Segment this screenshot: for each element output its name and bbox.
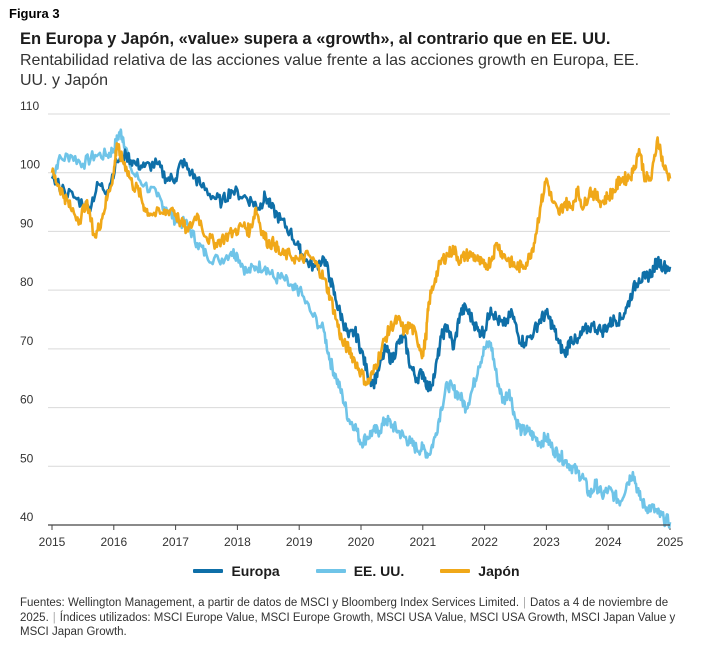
footer-date: Datos a 4 de noviembre de 2025. bbox=[20, 597, 669, 624]
legend-swatch-japon bbox=[440, 569, 471, 573]
chart-subtitle: Rentabilidad relativa de las acciones va… bbox=[20, 52, 640, 89]
x-tick-label: 2024 bbox=[595, 535, 622, 549]
series-line-europa bbox=[50, 148, 672, 393]
legend-label-eeuu: EE. UU. bbox=[353, 563, 405, 579]
y-tick-label: 80 bbox=[20, 275, 34, 289]
legend-label-europa: Europa bbox=[231, 563, 280, 579]
y-tick-label: 60 bbox=[20, 393, 34, 407]
legend-swatch-eeuu bbox=[315, 569, 346, 573]
gridlines bbox=[48, 113, 670, 467]
series-line-japn bbox=[50, 136, 672, 387]
legend: Europa EE. UU. Japón bbox=[0, 563, 713, 579]
x-tick-label: 2016 bbox=[100, 535, 127, 549]
legend-swatch-europa bbox=[193, 569, 224, 573]
y-tick-label: 100 bbox=[20, 158, 40, 172]
figure-label: Figura 3 bbox=[9, 6, 60, 21]
x-tick-label: 2021 bbox=[409, 535, 436, 549]
x-tick-label: 2018 bbox=[224, 535, 251, 549]
series-lines bbox=[50, 128, 672, 529]
x-tick-label: 2025 bbox=[657, 535, 684, 549]
y-tick-label: 90 bbox=[20, 216, 34, 230]
legend-item-europa: Europa bbox=[193, 563, 280, 579]
chart-title: En Europa y Japón, «value» supera a «gro… bbox=[20, 30, 611, 48]
y-tick-label: 70 bbox=[20, 334, 34, 348]
y-tick-label: 40 bbox=[20, 510, 34, 524]
y-axis-ticks: 40 50 60 70 80 90 100 110 bbox=[20, 99, 40, 524]
x-tick-label: 2015 bbox=[39, 535, 66, 549]
x-axis-ticks: 2015 2016 2017 2018 2019 2020 2021 2022 2023 2024… bbox=[39, 525, 684, 549]
x-tick-label: 2020 bbox=[348, 535, 375, 549]
x-tick-label: 2023 bbox=[533, 535, 560, 549]
footer-indices: Índices utilizados: MSCI Europe Value, M… bbox=[20, 611, 676, 639]
y-tick-label: 110 bbox=[20, 99, 39, 113]
y-tick-label: 50 bbox=[20, 451, 34, 465]
legend-label-japon: Japón bbox=[478, 563, 520, 579]
x-tick-label: 2022 bbox=[471, 535, 498, 549]
legend-item-japon: Japón bbox=[440, 563, 520, 579]
x-tick-label: 2017 bbox=[162, 535, 189, 549]
legend-item-eeuu: EE. UU. bbox=[315, 563, 405, 579]
footer-sources: Fuentes: Wellington Management, a partir… bbox=[20, 597, 520, 609]
x-tick-label: 2019 bbox=[286, 535, 313, 549]
footer-notes: Fuentes: Wellington Management, a partir… bbox=[20, 597, 676, 639]
